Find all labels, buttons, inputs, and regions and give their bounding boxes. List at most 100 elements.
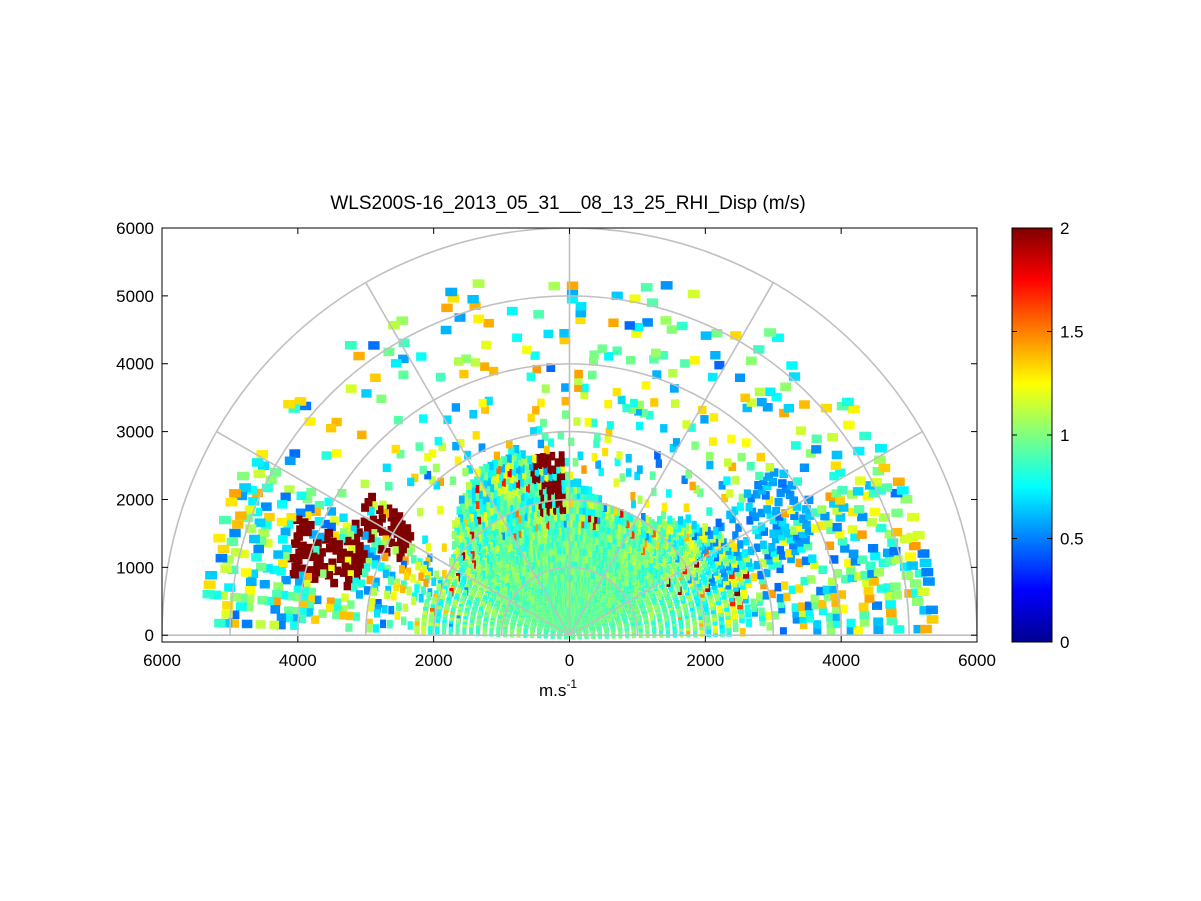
data-cell [634,524,639,533]
data-cell [535,537,540,547]
data-cell [242,602,254,612]
data-cell [844,558,854,568]
data-cell [874,455,886,464]
data-cell [419,465,427,475]
data-cell [637,518,642,528]
data-cell [462,467,469,477]
colorbar-gradient [1011,227,1053,643]
data-cell [239,483,251,492]
data-cell [636,465,643,474]
data-cell [890,488,903,498]
y-tick-label: 6000 [116,219,154,238]
data-cell [746,618,752,627]
data-cell [745,558,753,567]
data-cell [470,358,481,367]
data-cell [488,507,494,517]
data-cell [729,555,736,564]
data-cell [539,508,544,518]
data-cell [745,356,757,365]
data-cell [565,498,570,508]
data-cell [498,502,504,511]
data-cell [669,536,674,545]
data-cell [565,532,570,542]
data-cell [781,581,789,590]
data-cell [528,518,533,528]
data-cell [612,550,616,560]
data-cell [625,519,630,529]
data-cell [372,524,380,533]
data-cell [512,495,518,505]
data-cell [585,499,591,509]
data-cell [830,591,840,600]
data-cell [833,569,842,578]
data-cell [751,608,758,617]
data-cell [371,560,379,569]
data-cell [568,491,573,501]
data-cell [527,504,532,514]
data-cell [636,400,644,410]
data-cell [671,528,677,538]
data-cell [561,396,570,406]
data-cell [282,544,292,554]
data-cell [532,510,537,519]
data-cell [729,539,736,548]
data-cell [264,512,275,522]
data-cell [840,544,850,553]
data-cell [541,529,546,538]
data-cell [297,541,307,551]
data-cell [624,321,635,330]
data-cell [521,456,528,466]
data-cell [778,517,787,527]
data-cell [478,443,486,452]
data-cell [686,525,692,534]
data-cell [776,488,785,498]
data-cell [738,576,745,586]
data-cell [346,611,354,621]
data-cell [586,534,591,543]
data-cell [324,571,333,580]
data-cell [414,584,420,593]
data-cell [829,584,839,593]
data-cell [524,484,530,493]
data-cell [568,478,574,487]
data-cell [403,540,410,549]
data-cell [590,418,598,428]
data-cell [673,521,679,530]
data-cell [391,444,400,454]
data-cell [841,397,854,407]
data-cell [601,538,606,547]
data-cell [568,512,573,521]
data-cell [850,532,861,542]
data-cell [827,432,838,442]
data-cell [304,566,314,575]
data-cell [246,577,257,587]
data-cell [381,509,389,518]
data-cell [492,482,498,491]
data-cell [752,512,760,521]
data-cell [875,523,887,533]
data-cell [495,496,501,505]
data-cell [709,437,717,446]
data-cell [536,509,541,518]
data-cell [508,497,514,506]
data-cell [512,473,518,483]
data-cell [556,519,561,528]
data-cell [304,608,314,617]
data-cell [762,591,770,600]
data-cell [579,526,584,535]
data-cell [733,547,740,557]
data-cell [368,341,380,350]
data-cell [578,553,583,563]
data-cell [371,542,379,551]
colorbar-tick-label: 2 [1060,219,1069,238]
data-cell [909,579,922,588]
data-cell [293,555,303,565]
data-cell [477,524,483,533]
data-cell [318,569,327,578]
data-cell [283,613,293,623]
data-cell [348,564,356,573]
data-cell [791,441,801,450]
data-cell [321,451,332,460]
data-cell [652,521,658,530]
data-cell [576,526,581,535]
